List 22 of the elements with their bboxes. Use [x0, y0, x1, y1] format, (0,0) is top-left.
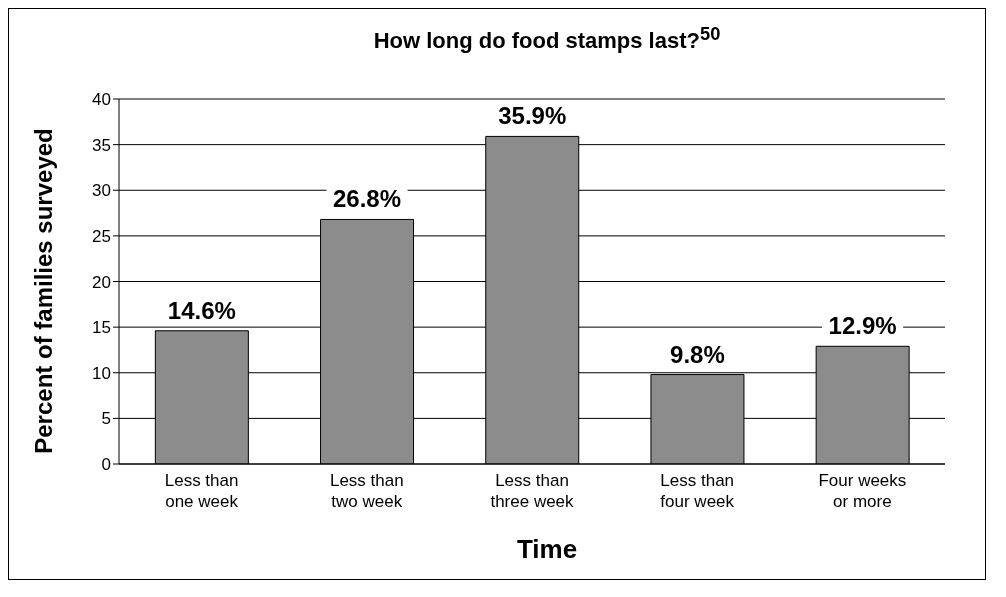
- data-label: 12.9%: [828, 312, 897, 340]
- y-tick-label: 40: [92, 90, 111, 110]
- data-label: 26.8%: [333, 185, 402, 213]
- y-tick-label: 0: [101, 455, 111, 475]
- x-axis-title: Time: [515, 534, 579, 565]
- y-axis-title: Percent of families surveyed: [30, 128, 58, 454]
- y-tick-label: 20: [92, 272, 111, 292]
- data-label: 35.9%: [498, 102, 567, 130]
- data-label: 14.6%: [167, 296, 236, 324]
- y-tick-label: 5: [101, 409, 111, 429]
- y-tick-label: 30: [92, 181, 111, 201]
- x-tick-label: Less than two week: [329, 471, 404, 511]
- x-tick-label: Less than three week: [490, 471, 575, 511]
- x-tick-label: Four weeks or more: [818, 471, 907, 511]
- x-tick-label: Less than one week: [164, 471, 239, 511]
- y-tick-label: 15: [92, 318, 111, 338]
- x-tick-label: Less than four week: [660, 471, 735, 511]
- y-tick-label: 10: [92, 363, 111, 383]
- data-label: 9.8%: [670, 340, 725, 368]
- chart-title: How long do food stamps last?$^{50}$: [372, 23, 722, 55]
- y-tick-label: 25: [92, 226, 111, 246]
- y-tick-label: 35: [92, 135, 111, 155]
